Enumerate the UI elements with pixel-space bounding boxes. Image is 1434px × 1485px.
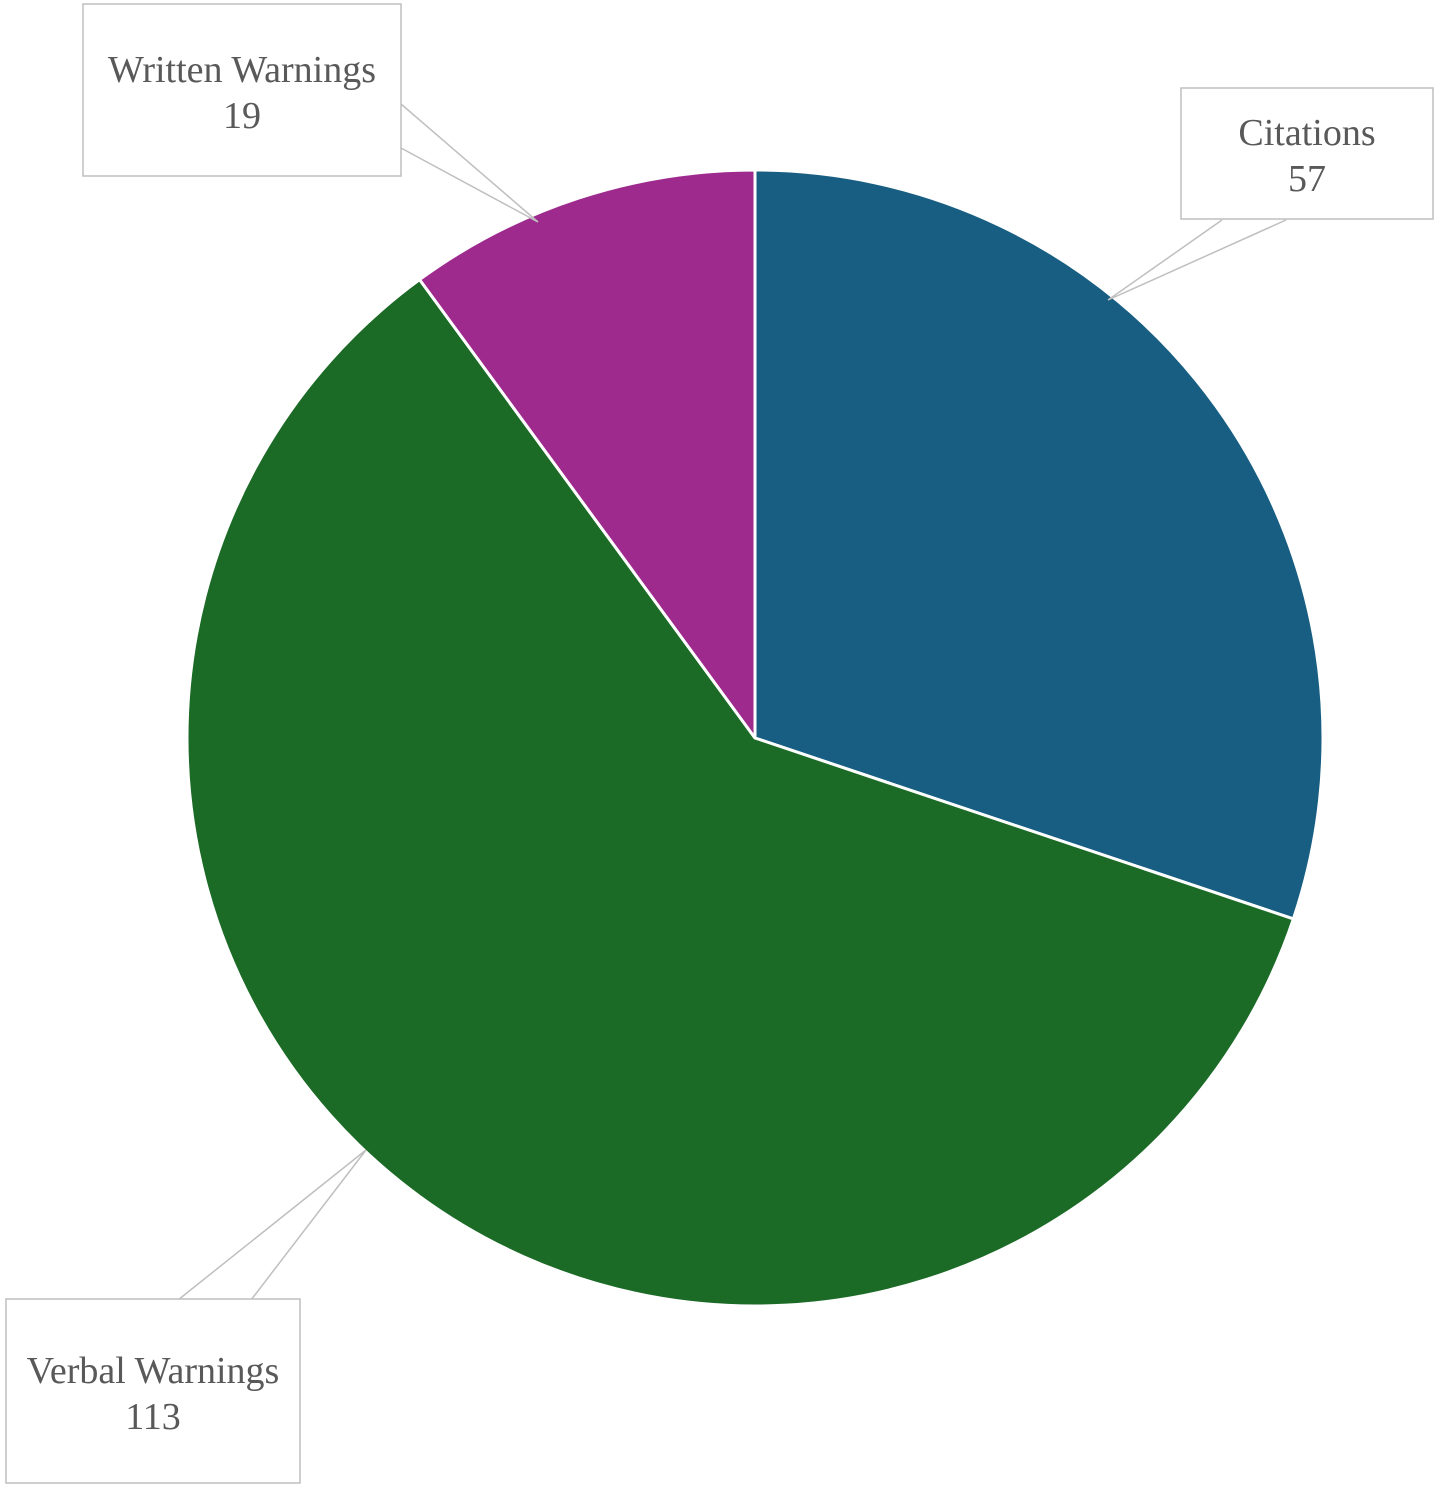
pie-slices [185,168,1325,1308]
pie-slice-citations [753,168,1325,921]
callout-written-warnings-pointer [400,103,539,223]
pie-slice-written-warnings [418,168,757,740]
callout-verbal-warnings-box [5,1298,301,1484]
callout-citations: Citations 57 [1107,87,1434,301]
callout-written-warnings-box [82,3,402,177]
callout-citations-name: Citations [1238,112,1375,154]
pie-slice-verbal-warnings [185,278,1295,1308]
callout-verbal-warnings-name: Verbal Warnings [27,1350,280,1392]
callout-written-warnings-value: 19 [223,95,261,137]
callout-verbal-warnings: Verbal Warnings 113 [5,1149,367,1484]
callout-written-warnings-name: Written Warnings [108,49,376,91]
callout-written-warnings: Written Warnings 19 [82,3,539,223]
callout-citations-box [1180,87,1434,220]
callout-verbal-warnings-pointer [177,1149,367,1301]
callout-citations-pointer [1107,219,1287,301]
callout-citations-value: 57 [1288,158,1326,200]
callout-verbal-warnings-value: 113 [125,1396,181,1438]
